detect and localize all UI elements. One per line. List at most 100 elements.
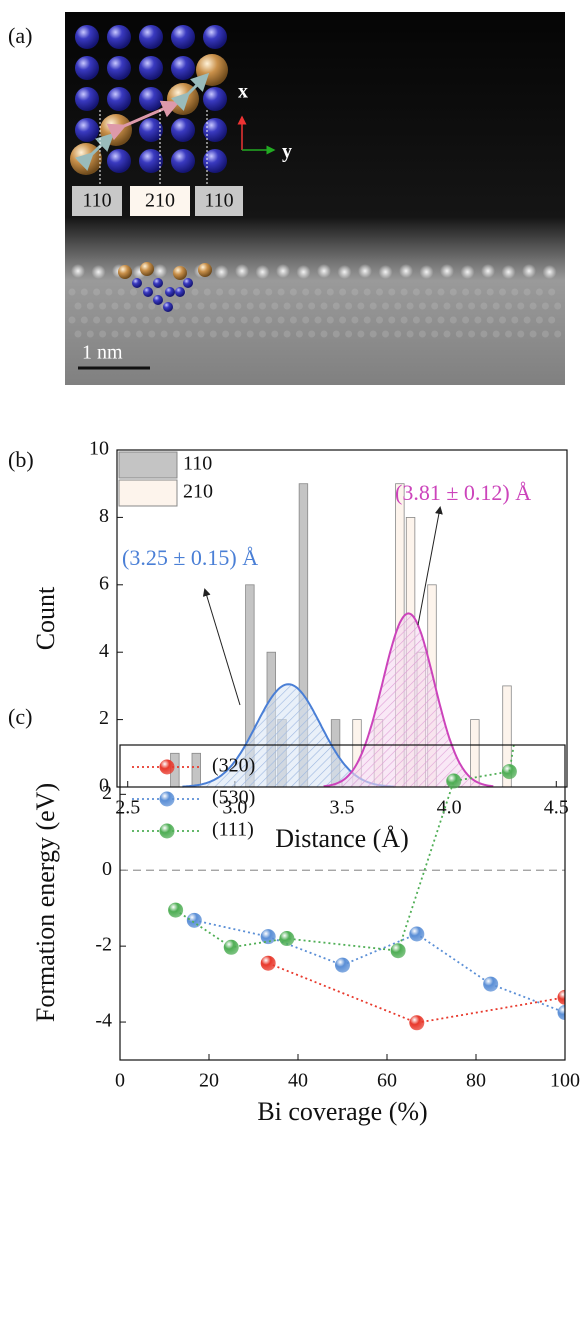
- lattice-spot: [271, 302, 279, 310]
- lattice-spot: [351, 316, 359, 324]
- lattice-spot: [541, 302, 549, 310]
- lattice-spot: [388, 316, 396, 324]
- lattice-spot: [234, 330, 242, 338]
- fit-annotation: (3.81 ± 0.12) Å: [395, 480, 531, 505]
- lattice-spot: [117, 316, 125, 324]
- legend-label: 210: [183, 481, 213, 503]
- lattice-spot: [246, 330, 254, 338]
- plot-frame: [116, 449, 568, 788]
- lattice-spot: [209, 302, 217, 310]
- lattice-spot: [320, 302, 328, 310]
- lattice-spot: [443, 330, 451, 338]
- annotation-arrow: [202, 588, 241, 706]
- lattice-spot: [425, 288, 433, 296]
- lattice-spot: [253, 316, 260, 324]
- lattice-spot: [265, 288, 273, 296]
- axis-label: x: [238, 81, 248, 103]
- lattice-spot: [86, 302, 94, 310]
- lattice-spot: [474, 316, 482, 324]
- x-axis-label: Bi coverage (%): [257, 1097, 427, 1126]
- lattice-spot: [136, 302, 143, 310]
- lattice-spot: [308, 330, 316, 338]
- lattice-spot: [455, 330, 463, 338]
- y-tick-label: 10: [89, 438, 109, 460]
- sb-atom: [175, 287, 185, 297]
- lattice-spot: [345, 302, 353, 310]
- lattice-spot: [80, 316, 88, 324]
- bi-atom: [198, 263, 212, 277]
- lattice-spot: [400, 316, 408, 324]
- legend-label: (530): [212, 787, 255, 809]
- lattice-spot: [86, 330, 94, 338]
- lattice-spot: [376, 316, 383, 324]
- sb-atom: [171, 118, 195, 142]
- lattice-spot: [93, 288, 101, 296]
- sb-atom: [203, 149, 227, 173]
- sb-atom: [203, 87, 227, 111]
- data-point: [279, 931, 295, 947]
- atom-column-spot: [378, 265, 393, 279]
- lattice-spot: [425, 316, 433, 324]
- lattice-spot: [68, 316, 76, 324]
- atom-column-spot: [440, 264, 454, 278]
- orientation-label: 110: [82, 190, 111, 212]
- lattice-spot: [148, 302, 156, 310]
- lattice-spot: [486, 288, 494, 296]
- atom-column-spot: [337, 265, 352, 279]
- lattice-spot: [80, 288, 88, 296]
- lattice-spot: [283, 330, 291, 338]
- fit-annotation: (3.25 ± 0.15) Å: [122, 545, 258, 570]
- lattice-spot: [554, 302, 562, 310]
- orientation-tag: [195, 186, 243, 216]
- lattice-spot: [431, 330, 439, 338]
- x-tick-label: 3.0: [222, 797, 247, 819]
- sb-atom: [107, 25, 131, 49]
- sb-atom: [143, 287, 153, 297]
- lattice-spot: [462, 316, 470, 324]
- lattice-spot: [449, 316, 457, 324]
- lattice-spot: [499, 288, 506, 296]
- lattice-spot: [326, 288, 334, 296]
- y-tick-label: 2: [99, 707, 109, 729]
- atom-column-spot: [255, 265, 270, 279]
- data-point: [409, 926, 425, 942]
- lattice-spot: [523, 316, 531, 324]
- y-axis-label: Count: [31, 586, 60, 650]
- lattice-spot: [302, 316, 310, 324]
- x-tick-label: 4.5: [544, 797, 569, 819]
- sb-atom: [139, 149, 163, 173]
- sb-atom: [139, 25, 163, 49]
- lattice-spot: [443, 302, 451, 310]
- x-axis-label: Distance (Å): [275, 824, 409, 853]
- lattice-spot: [474, 288, 482, 296]
- lattice-spot: [326, 316, 334, 324]
- lattice-spot: [418, 302, 426, 310]
- lattice-spot: [130, 316, 137, 324]
- sb-atom: [139, 118, 163, 142]
- lattice-spot: [376, 288, 383, 296]
- lattice-spot: [437, 316, 445, 324]
- series-line: [175, 770, 510, 952]
- atom-column-spot: [460, 265, 475, 279]
- y-tick-label: -2: [95, 934, 112, 956]
- lattice-spot: [234, 302, 242, 310]
- lattice-spot: [511, 316, 519, 324]
- atom-column-spot: [399, 264, 413, 278]
- lattice-spot: [406, 302, 414, 310]
- lattice-spot: [302, 288, 310, 296]
- lattice-spot: [222, 302, 230, 310]
- lattice-spot: [197, 302, 205, 310]
- x-tick-label: 0: [115, 1070, 125, 1092]
- lattice-spot: [277, 316, 285, 324]
- lattice-spot: [295, 330, 303, 338]
- data-point: [390, 943, 406, 959]
- plot-area: [120, 745, 565, 1031]
- lattice-spot: [541, 330, 549, 338]
- x-tick-label: 4.0: [437, 797, 462, 819]
- lattice-spot: [505, 302, 512, 310]
- atom-column-spot: [419, 265, 434, 279]
- lattice-spot: [388, 288, 396, 296]
- lattice-spot: [529, 302, 537, 310]
- lattice-spot: [222, 330, 230, 338]
- sb-atom: [75, 118, 99, 142]
